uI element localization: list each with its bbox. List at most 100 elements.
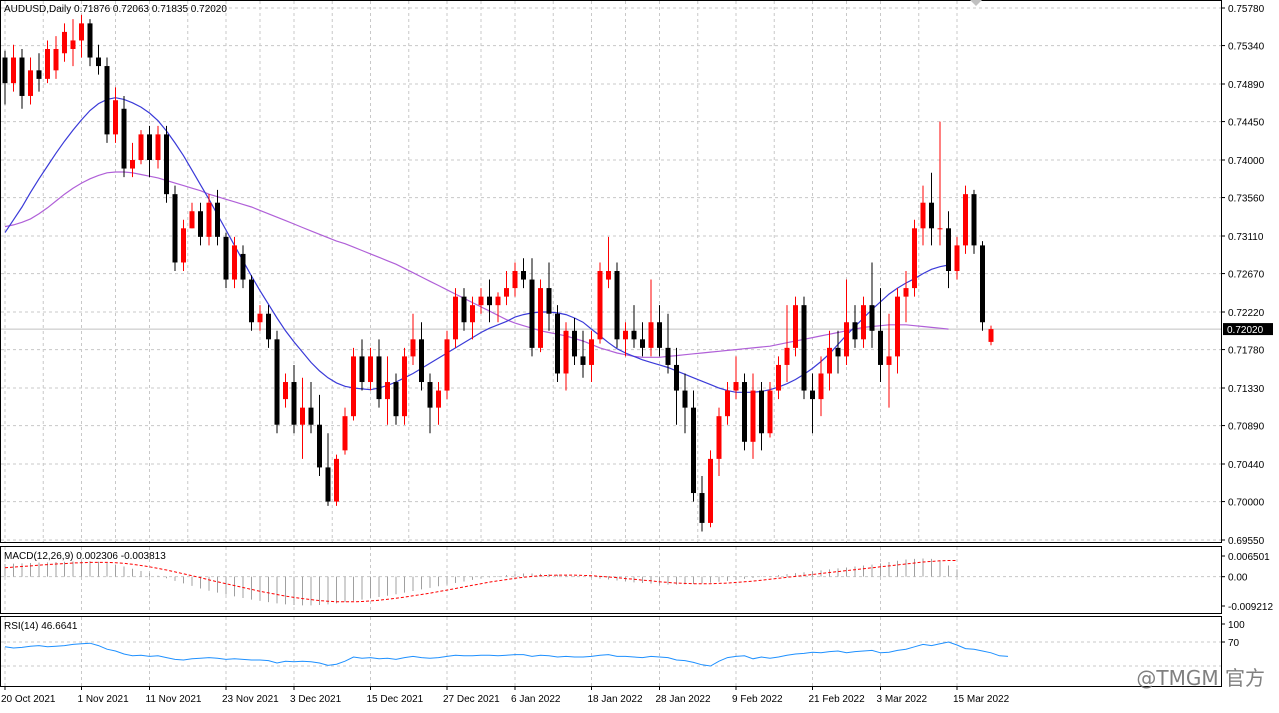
candle-body: [886, 356, 892, 365]
candle-body: [716, 416, 722, 459]
candle-body: [223, 236, 229, 280]
candle: [121, 95, 127, 178]
candle: [920, 185, 926, 246]
candle-body: [563, 330, 569, 374]
rsi-panel-frame: [0, 616, 1222, 687]
candle: [657, 305, 662, 357]
candle-body: [376, 356, 382, 400]
candle-body: [181, 228, 186, 263]
main-panel-label: AUDUSD,Daily 0.71876 0.72063 0.71835 0.7…: [4, 4, 227, 15]
candle: [291, 364, 297, 434]
candle: [563, 322, 569, 391]
candle: [597, 262, 603, 344]
candle: [912, 219, 917, 297]
macd-tick-label: 0.006501: [1228, 552, 1270, 563]
candle: [325, 433, 331, 506]
candle-body: [555, 313, 560, 374]
candle: [886, 313, 892, 408]
candle: [308, 382, 314, 434]
candle-body: [368, 356, 373, 383]
candle-body: [529, 279, 535, 348]
candle-body: [776, 364, 781, 391]
candle-body: [104, 66, 110, 135]
candle: [130, 142, 135, 178]
time-axis: 20 Oct 2021 1 Nov 2021 11 Nov 2021 23 Nov 2…: [1, 686, 1010, 705]
time-tick-label: 20 Oct 2021: [1, 694, 56, 705]
price-axis: 0.75780 0.75340 0.74890 0.74450 0.74000 0.735…: [1221, 4, 1273, 649]
candle: [521, 258, 526, 289]
candle: [580, 330, 586, 378]
candle-body: [640, 339, 645, 348]
candle: [801, 296, 807, 400]
price-tick-label: 0.70000: [1228, 498, 1265, 509]
candle-body: [929, 202, 934, 229]
candle: [113, 87, 118, 143]
candle-body: [657, 322, 662, 348]
candle-body: [699, 493, 705, 523]
candle: [504, 271, 509, 306]
candle: [895, 288, 900, 374]
candle-body: [903, 288, 909, 297]
candle: [640, 322, 645, 357]
candle-body: [274, 339, 280, 425]
candle-body: [453, 296, 458, 340]
candle: [776, 356, 781, 400]
candle-body: [257, 313, 263, 323]
candle-body: [920, 202, 926, 229]
candle: [937, 121, 943, 246]
candle: [861, 296, 866, 348]
candle: [623, 322, 628, 357]
moving-averages: [4, 97, 949, 393]
candle-body: [317, 424, 322, 468]
rsi-tick-label: 70: [1228, 638, 1240, 649]
macd-series: [4, 558, 958, 606]
price-tick-label: 0.74890: [1228, 80, 1265, 91]
price-tick-label: 0.71330: [1228, 384, 1265, 395]
time-tick-label: 15 Dec 2021: [367, 694, 424, 705]
candle: [699, 475, 705, 532]
candle-body: [266, 313, 271, 340]
candle: [2, 50, 8, 105]
candle: [988, 325, 994, 346]
candle-body: [546, 288, 552, 314]
candle: [249, 275, 254, 331]
candle-body: [623, 330, 628, 340]
candle: [45, 40, 50, 84]
candle: [453, 288, 458, 348]
candle-body: [895, 296, 900, 357]
candle-body: [79, 23, 84, 41]
candle: [946, 211, 951, 289]
candle-body: [937, 228, 943, 230]
price-tick-label: 0.69550: [1228, 536, 1265, 547]
price-tick-label: 0.75340: [1228, 42, 1265, 53]
candle-body: [784, 347, 790, 365]
candle-body: [487, 296, 492, 306]
candle-body: [62, 31, 67, 54]
candle: [53, 36, 59, 79]
candle-body: [172, 194, 178, 263]
chart-shift-icon[interactable]: [970, 0, 982, 6]
candle-body: [852, 322, 858, 340]
candle: [546, 262, 552, 331]
main-panel-frame: [0, 0, 1222, 543]
candle-body: [665, 347, 671, 365]
candle: [478, 288, 484, 314]
time-tick-label: 6 Jan 2022: [511, 694, 561, 705]
rsi-line: [4, 641, 1009, 667]
candle: [436, 382, 441, 425]
candle-body: [810, 390, 815, 400]
candle: [36, 53, 42, 92]
price-tick-label: 0.73560: [1228, 194, 1265, 205]
candle: [665, 313, 671, 374]
candle: [155, 125, 161, 169]
candle-body: [801, 305, 807, 391]
candle: [359, 339, 365, 391]
candle-body: [750, 390, 756, 442]
candle-body: [419, 339, 424, 383]
candle-body: [308, 407, 314, 425]
ma-fast-line: [4, 97, 949, 393]
candle: [385, 356, 390, 425]
candle: [274, 330, 280, 434]
watermark: @TMGM 官方: [1136, 666, 1265, 690]
